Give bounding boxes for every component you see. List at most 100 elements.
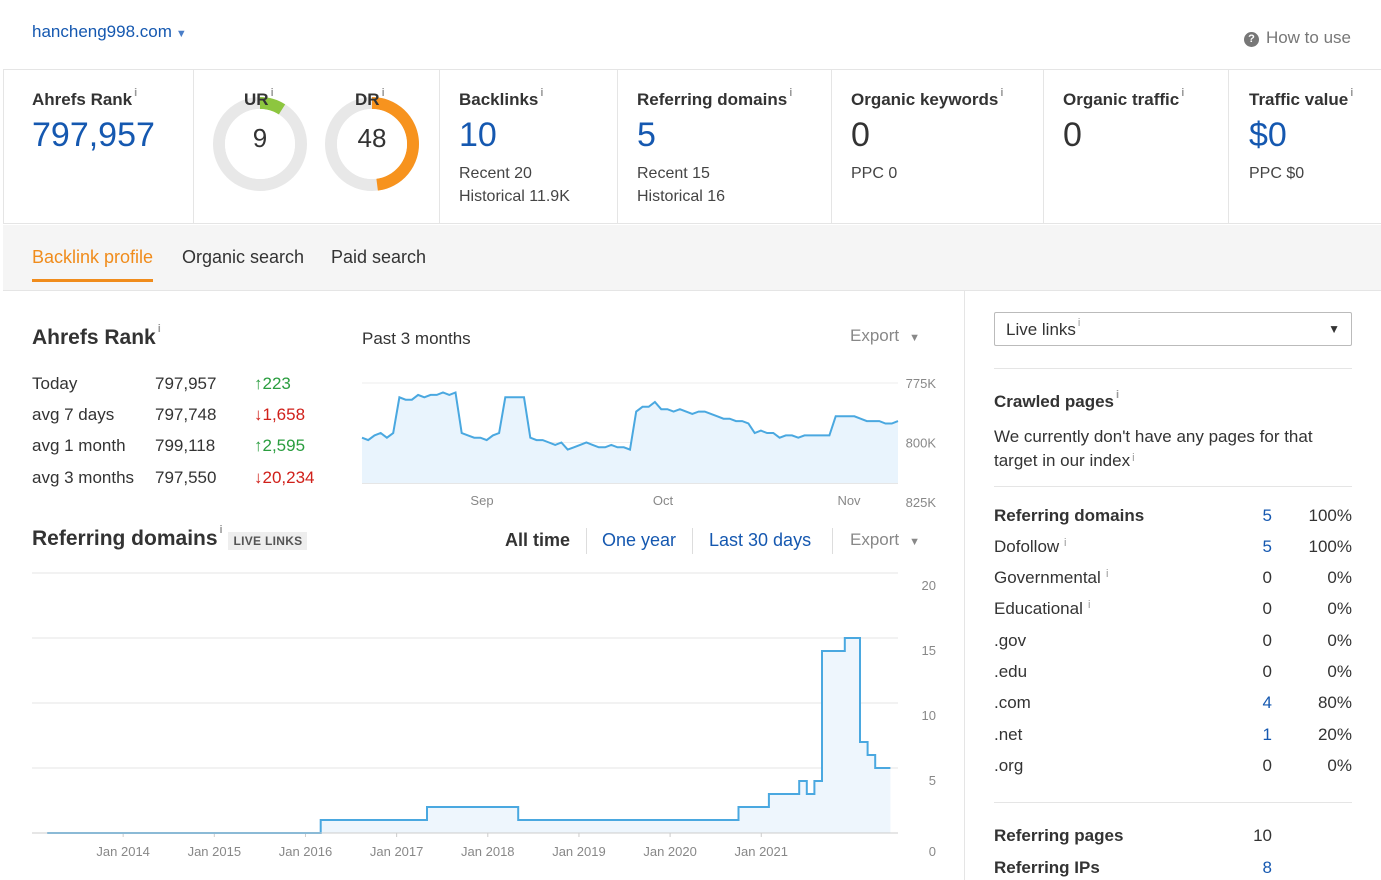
info-icon[interactable]: i xyxy=(157,323,161,335)
range-one-year[interactable]: One year xyxy=(602,530,677,550)
how-to-use-link[interactable]: ? How to use xyxy=(1243,28,1351,48)
ur-gauge xyxy=(213,97,307,191)
row-count[interactable]: 4 xyxy=(1262,693,1272,712)
breakdown-row: .edu 0 0% xyxy=(994,662,1352,684)
row-count[interactable]: 5 xyxy=(1262,506,1272,525)
organic-traffic-value: 0 xyxy=(1063,116,1082,154)
row-percent: 100% xyxy=(1308,506,1352,525)
ur-value[interactable]: 9 xyxy=(252,123,268,153)
dr-label: DR xyxy=(355,90,380,109)
backlinks-historical[interactable]: Historical 11.9K xyxy=(459,188,570,205)
y-tick-label: 0 xyxy=(929,844,936,859)
info-icon[interactable]: i xyxy=(789,87,793,99)
rank-row-label: avg 7 days xyxy=(32,405,115,424)
row-value: 10 xyxy=(1253,826,1272,845)
backlinks-recent[interactable]: Recent 20 xyxy=(459,165,532,182)
breakdown-row: Educational i 0 0% xyxy=(994,599,1352,621)
y-tick-label: 800K xyxy=(906,436,937,451)
metric-organic-keywords: Organic keywords i 0 PPC 0 xyxy=(832,70,1044,224)
y-tick-label: 10 xyxy=(922,708,936,723)
metric-label: Backlinks xyxy=(459,90,539,109)
refdomains-recent[interactable]: Recent 15 xyxy=(637,165,710,182)
refdomains-export-button[interactable]: Export ▼ xyxy=(850,530,920,550)
referring-domains-value[interactable]: 5 xyxy=(637,116,656,154)
row-percent: 80% xyxy=(1317,693,1352,712)
metric-label: Organic keywords xyxy=(851,90,999,109)
row-count: 0 xyxy=(1262,568,1272,587)
ur-label: UR xyxy=(244,90,269,109)
info-icon[interactable]: i xyxy=(270,87,274,99)
info-icon[interactable]: i xyxy=(1000,87,1004,99)
info-icon[interactable]: i xyxy=(134,87,138,99)
organic-keywords-value: 0 xyxy=(851,116,870,154)
section-title: Ahrefs Rank xyxy=(32,326,156,349)
divider xyxy=(994,368,1352,369)
info-icon[interactable]: i xyxy=(1106,568,1109,580)
row-label: Referring pages xyxy=(994,826,1124,845)
rank-row-value: 799,118 xyxy=(155,436,216,455)
rank-line xyxy=(361,391,899,451)
metric-ur-dr: UR i 9 DR i 48 xyxy=(194,70,440,224)
row-percent: 0% xyxy=(1327,568,1352,587)
crawled-title: Crawled pages xyxy=(994,392,1114,411)
ur-gauge-arc xyxy=(259,97,286,115)
row-label: Governmental xyxy=(994,568,1101,587)
info-icon[interactable]: i xyxy=(540,87,544,99)
tab-paid-search[interactable]: Paid search xyxy=(331,247,427,267)
rank-row-delta: ↑2,595 xyxy=(254,436,305,456)
info-icon[interactable]: i xyxy=(219,524,223,536)
ahrefs-rank-value[interactable]: 797,957 xyxy=(32,116,155,154)
breakdown-row: .gov 0 0% xyxy=(994,631,1352,653)
delta-value: 2,595 xyxy=(262,436,306,455)
metric-label: Ahrefs Rank xyxy=(32,90,133,109)
delta-value: 223 xyxy=(262,374,291,393)
x-tick-label: Jan 2017 xyxy=(370,844,424,859)
row-percent: 0% xyxy=(1327,662,1352,681)
referring-ips-row: Referring IPs 8 xyxy=(994,858,1352,880)
range-last-30-days[interactable]: Last 30 days xyxy=(709,530,812,550)
metric-organic-traffic: Organic traffic i 0 xyxy=(1044,70,1229,224)
backlinks-value[interactable]: 10 xyxy=(459,116,497,154)
range-all-time[interactable]: All time xyxy=(505,530,571,550)
metric-label: Traffic value xyxy=(1249,90,1349,109)
rank-row-value: 797,748 xyxy=(155,405,217,424)
help-icon: ? xyxy=(1243,32,1259,47)
info-icon[interactable]: i xyxy=(1064,537,1067,549)
info-icon[interactable]: i xyxy=(1132,452,1135,464)
rank-export-button[interactable]: Export ▼ xyxy=(850,326,920,346)
rank-row-delta: ↓1,658 xyxy=(254,405,305,425)
live-links-badge: LIVE LINKS xyxy=(228,532,308,550)
row-value[interactable]: 8 xyxy=(1262,858,1272,877)
tab-backlink-profile[interactable]: Backlink profile xyxy=(32,247,154,282)
info-icon: i xyxy=(1077,317,1081,329)
info-icon[interactable]: i xyxy=(1088,599,1091,611)
crawled-text: We currently don't have any pages for th… xyxy=(994,427,1313,470)
info-icon[interactable]: i xyxy=(381,87,385,99)
live-links-select[interactable]: Live links i ▼ xyxy=(994,312,1352,346)
rank-period-label: Past 3 months xyxy=(362,329,471,348)
dr-gauge xyxy=(325,97,419,191)
row-count[interactable]: 5 xyxy=(1262,537,1272,556)
refdomains-historical[interactable]: Historical 16 xyxy=(637,188,726,205)
row-count[interactable]: 1 xyxy=(1262,725,1272,744)
caret-down-icon: ▼ xyxy=(909,536,921,548)
info-icon[interactable]: i xyxy=(1181,87,1185,99)
x-tick-label: Sep xyxy=(470,493,493,508)
metric-ahrefs-rank: Ahrefs Rank i 797,957 xyxy=(4,70,194,224)
row-percent: 0% xyxy=(1327,631,1352,650)
metric-backlinks: Backlinks i 10 Recent 20 Historical 11.9K xyxy=(440,70,618,224)
dr-value[interactable]: 48 xyxy=(357,123,387,153)
tab-organic-search[interactable]: Organic search xyxy=(182,247,305,267)
info-icon[interactable]: i xyxy=(1350,87,1354,99)
ahrefs-rank-chart: 775K 800K 825K Sep Oct Nov xyxy=(361,376,937,510)
ur-label-wrap: UR i xyxy=(244,87,274,110)
domain-selector[interactable]: hancheng998.com ▼ xyxy=(32,22,187,42)
info-icon[interactable]: i xyxy=(1116,389,1120,401)
divider xyxy=(832,528,833,554)
delta-value: 1,658 xyxy=(262,405,306,424)
traffic-value-value[interactable]: $0 xyxy=(1249,116,1287,154)
export-label: Export xyxy=(850,530,900,549)
y-tick-label: 825K xyxy=(906,495,937,510)
ur-dr-gauges xyxy=(213,97,419,191)
rank-row-value: 797,550 xyxy=(155,468,217,487)
